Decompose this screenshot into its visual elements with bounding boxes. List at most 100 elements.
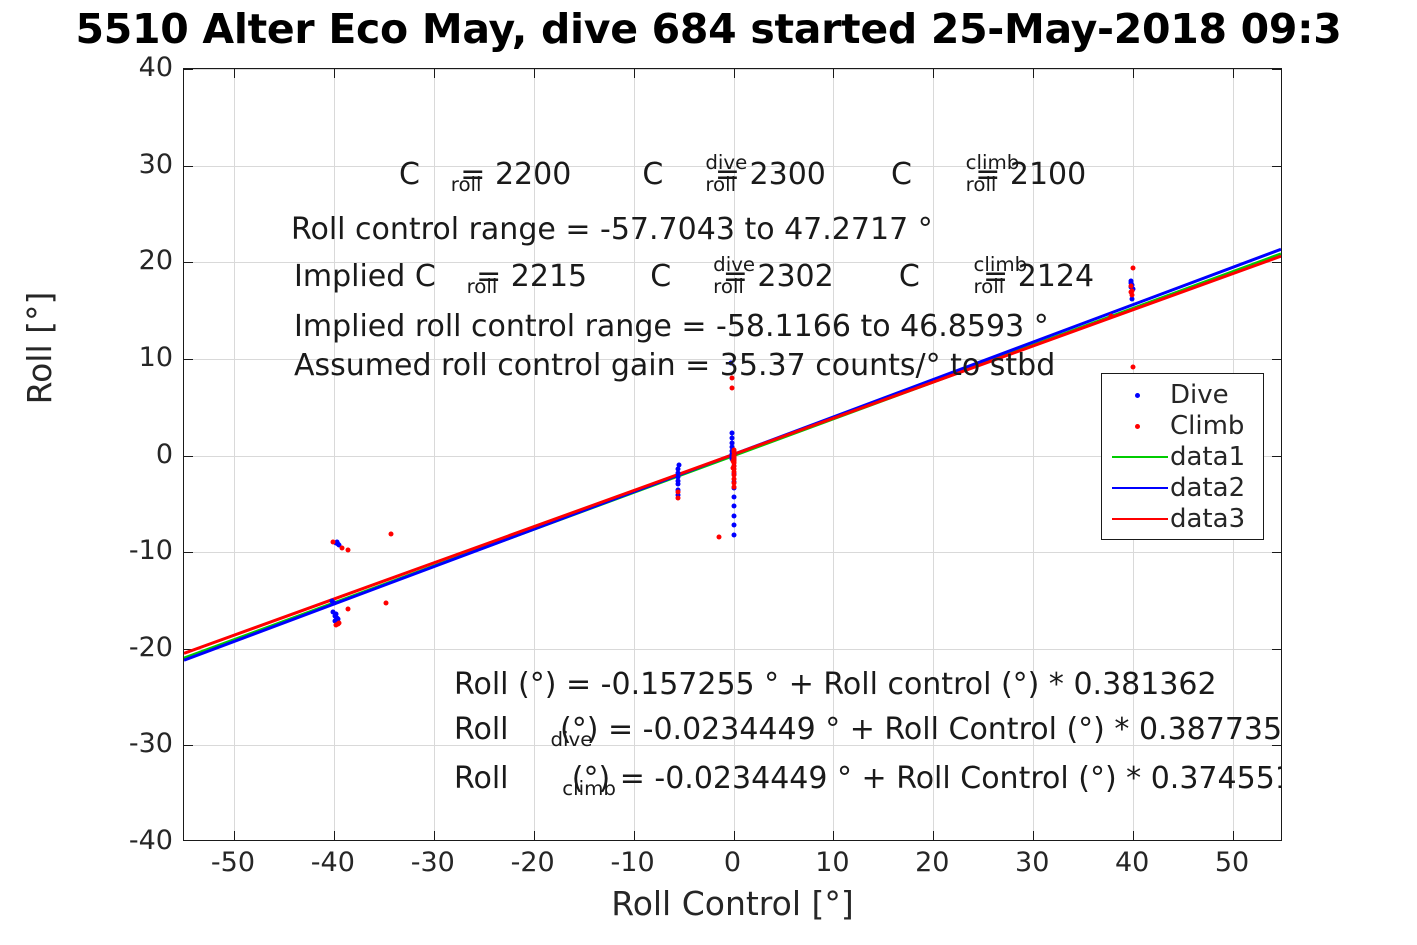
y-tick-label: 40 [138,52,173,83]
annotation-roll-control-range: Roll control range = -57.7043 to 47.2717… [291,212,933,247]
x-axis-tick [833,69,835,78]
x-axis-tick [933,69,935,78]
y-axis-tick [1272,165,1281,167]
x-axis-tick [1033,69,1035,78]
gridline-horizontal [184,648,1281,650]
c-roll-dive-value: = 2300 [714,157,826,192]
legend: Dive Climb data1 data2 data3 [1101,373,1264,540]
x-axis-tick [1233,69,1235,78]
data-point-climb [1129,292,1135,298]
data-point-dive [729,430,734,436]
legend-item-data1[interactable]: data1 [1102,441,1263,472]
gridline-vertical [233,69,235,840]
data-point-climb [388,531,394,537]
data-point-dive [731,503,736,509]
legend-item-data3[interactable]: data3 [1102,503,1263,534]
x-axis-tick [733,69,735,78]
x-axis-tick [1233,831,1235,840]
x-tick-label: 20 [915,847,950,878]
equation-roll-dive: Rolldivedive (°) = -0.0234449 ° + Roll C… [454,712,1281,751]
data-point-dive [1128,278,1134,284]
y-tick-label: -40 [128,825,173,856]
x-axis-tick [533,69,535,78]
legend-item-data2[interactable]: data2 [1102,472,1263,503]
y-tick-label: -20 [128,631,173,663]
data-point-climb [731,472,736,478]
data-point-dive [675,481,681,487]
x-tick-label: 10 [815,847,850,878]
y-tick-label: -10 [128,535,173,567]
data-point-climb [731,469,736,475]
y-axis-tick [184,648,193,650]
data-point-dive [675,492,681,498]
data-point-climb [731,447,737,453]
legend-item-climb[interactable]: Climb [1102,410,1263,441]
data-point-climb [1130,265,1136,271]
legend-line-icon [1112,455,1168,458]
x-axis-tick [1033,831,1035,840]
legend-marker-icon [1108,447,1170,467]
equation-roll: Roll (°) = -0.157255 ° + Roll control (°… [454,667,1217,702]
data-point-dive [330,609,336,615]
x-axis-tick [333,831,335,840]
x-axis-tick [433,69,435,78]
x-axis-tick [733,831,735,840]
legend-dot-icon [1135,423,1140,429]
data-point-dive [731,513,736,519]
data-point-climb [1128,289,1134,295]
x-axis-tick [233,831,235,840]
annotation-implied-c-roll: Implied Crollroll = 2215 Cdiverolldive =… [294,252,1095,298]
data-point-climb [730,458,735,464]
annotation-assumed-gain: Assumed roll control gain = 35.37 counts… [294,348,1056,383]
data-point-climb [1130,364,1136,370]
implied-c-roll-value: = 2215 [476,259,588,294]
data-point-dive [332,618,338,624]
data-point-climb [345,606,351,612]
x-axis-tick [1133,831,1135,840]
c-roll-value: = 2200 [460,157,572,192]
data-point-climb [729,375,734,381]
x-axis-tick [833,831,835,840]
data-point-dive [729,444,734,450]
y-axis-tick [1272,745,1281,747]
legend-marker-icon [1108,416,1170,436]
legend-label: Climb [1170,410,1245,441]
data-point-dive [335,616,341,622]
y-axis-tick [1272,455,1281,457]
data-point-dive [334,539,340,545]
data-point-climb [1108,313,1114,319]
data-point-dive [675,474,681,480]
gridline-horizontal [184,745,1281,747]
x-axis-tick [233,69,235,78]
legend-marker-icon [1108,478,1170,498]
data-point-dive [731,494,736,500]
legend-line-icon [1112,486,1168,489]
data-point-climb [731,476,736,482]
data-point-climb [383,600,389,606]
x-tick-label: -30 [410,847,455,878]
y-axis-tick [1272,69,1281,70]
x-tick-label: -10 [610,847,655,878]
y-axis-tick [1272,648,1281,650]
implied-c-climb-value: = 2124 [983,259,1095,294]
data-point-climb [730,465,735,471]
data-point-dive [675,466,681,472]
data-point-dive [329,598,335,604]
x-tick-label: -20 [510,847,555,878]
y-axis-tick [184,358,193,360]
y-axis-tick [184,165,193,167]
x-tick-label: -50 [210,847,256,878]
legend-item-dive[interactable]: Dive [1102,379,1263,410]
data-point-dive [331,600,337,606]
implied-c-dive-value: = 2302 [722,259,834,294]
data-point-climb [339,545,345,551]
data-point-climb [345,547,351,553]
data-point-climb [731,484,736,490]
y-axis-label: Roll [°] [20,291,59,405]
implied-c-dive-symbol: Cdiverolldive [650,252,756,298]
x-axis-tick [333,69,335,78]
data-point-climb [731,480,736,486]
data-point-dive [675,470,681,476]
x-tick-label: 0 [723,847,742,878]
gridline-vertical [333,69,335,840]
